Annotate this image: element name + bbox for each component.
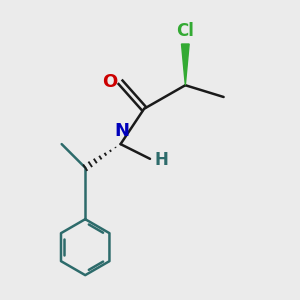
- Polygon shape: [182, 44, 189, 85]
- Text: O: O: [102, 73, 118, 91]
- Text: H: H: [154, 151, 168, 169]
- Text: N: N: [115, 122, 130, 140]
- Text: Cl: Cl: [176, 22, 194, 40]
